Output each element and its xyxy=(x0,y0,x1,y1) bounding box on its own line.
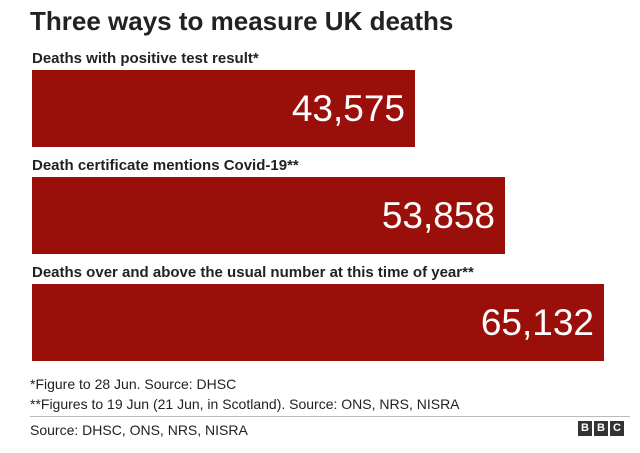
logo-letter-b2: B xyxy=(594,421,608,436)
logo-letter-b1: B xyxy=(578,421,592,436)
bbc-logo: B B C xyxy=(578,421,624,436)
bar-value-label-2: 53,858 xyxy=(381,194,495,236)
bar-1: 43,575 xyxy=(32,70,415,147)
bar-value-label-3: 65,132 xyxy=(480,301,594,343)
footnote-2: **Figures to 19 Jun (21 Jun, in Scotland… xyxy=(30,396,460,412)
bar-label-1: Deaths with positive test result* xyxy=(32,50,259,67)
bar-value-label-1: 43,575 xyxy=(291,87,405,129)
footnote-1: *Figure to 28 Jun. Source: DHSC xyxy=(30,376,237,392)
bar-2: 53,858 xyxy=(32,177,505,254)
bar-label-2: Death certificate mentions Covid-19** xyxy=(32,157,299,174)
source-text: Source: DHSC, ONS, NRS, NISRA xyxy=(30,422,248,438)
bar-label-3: Deaths over and above the usual number a… xyxy=(32,264,474,281)
bar-3: 65,132 xyxy=(32,284,604,361)
logo-letter-c: C xyxy=(610,421,624,436)
divider xyxy=(30,416,630,417)
chart-title: Three ways to measure UK deaths xyxy=(30,6,454,36)
